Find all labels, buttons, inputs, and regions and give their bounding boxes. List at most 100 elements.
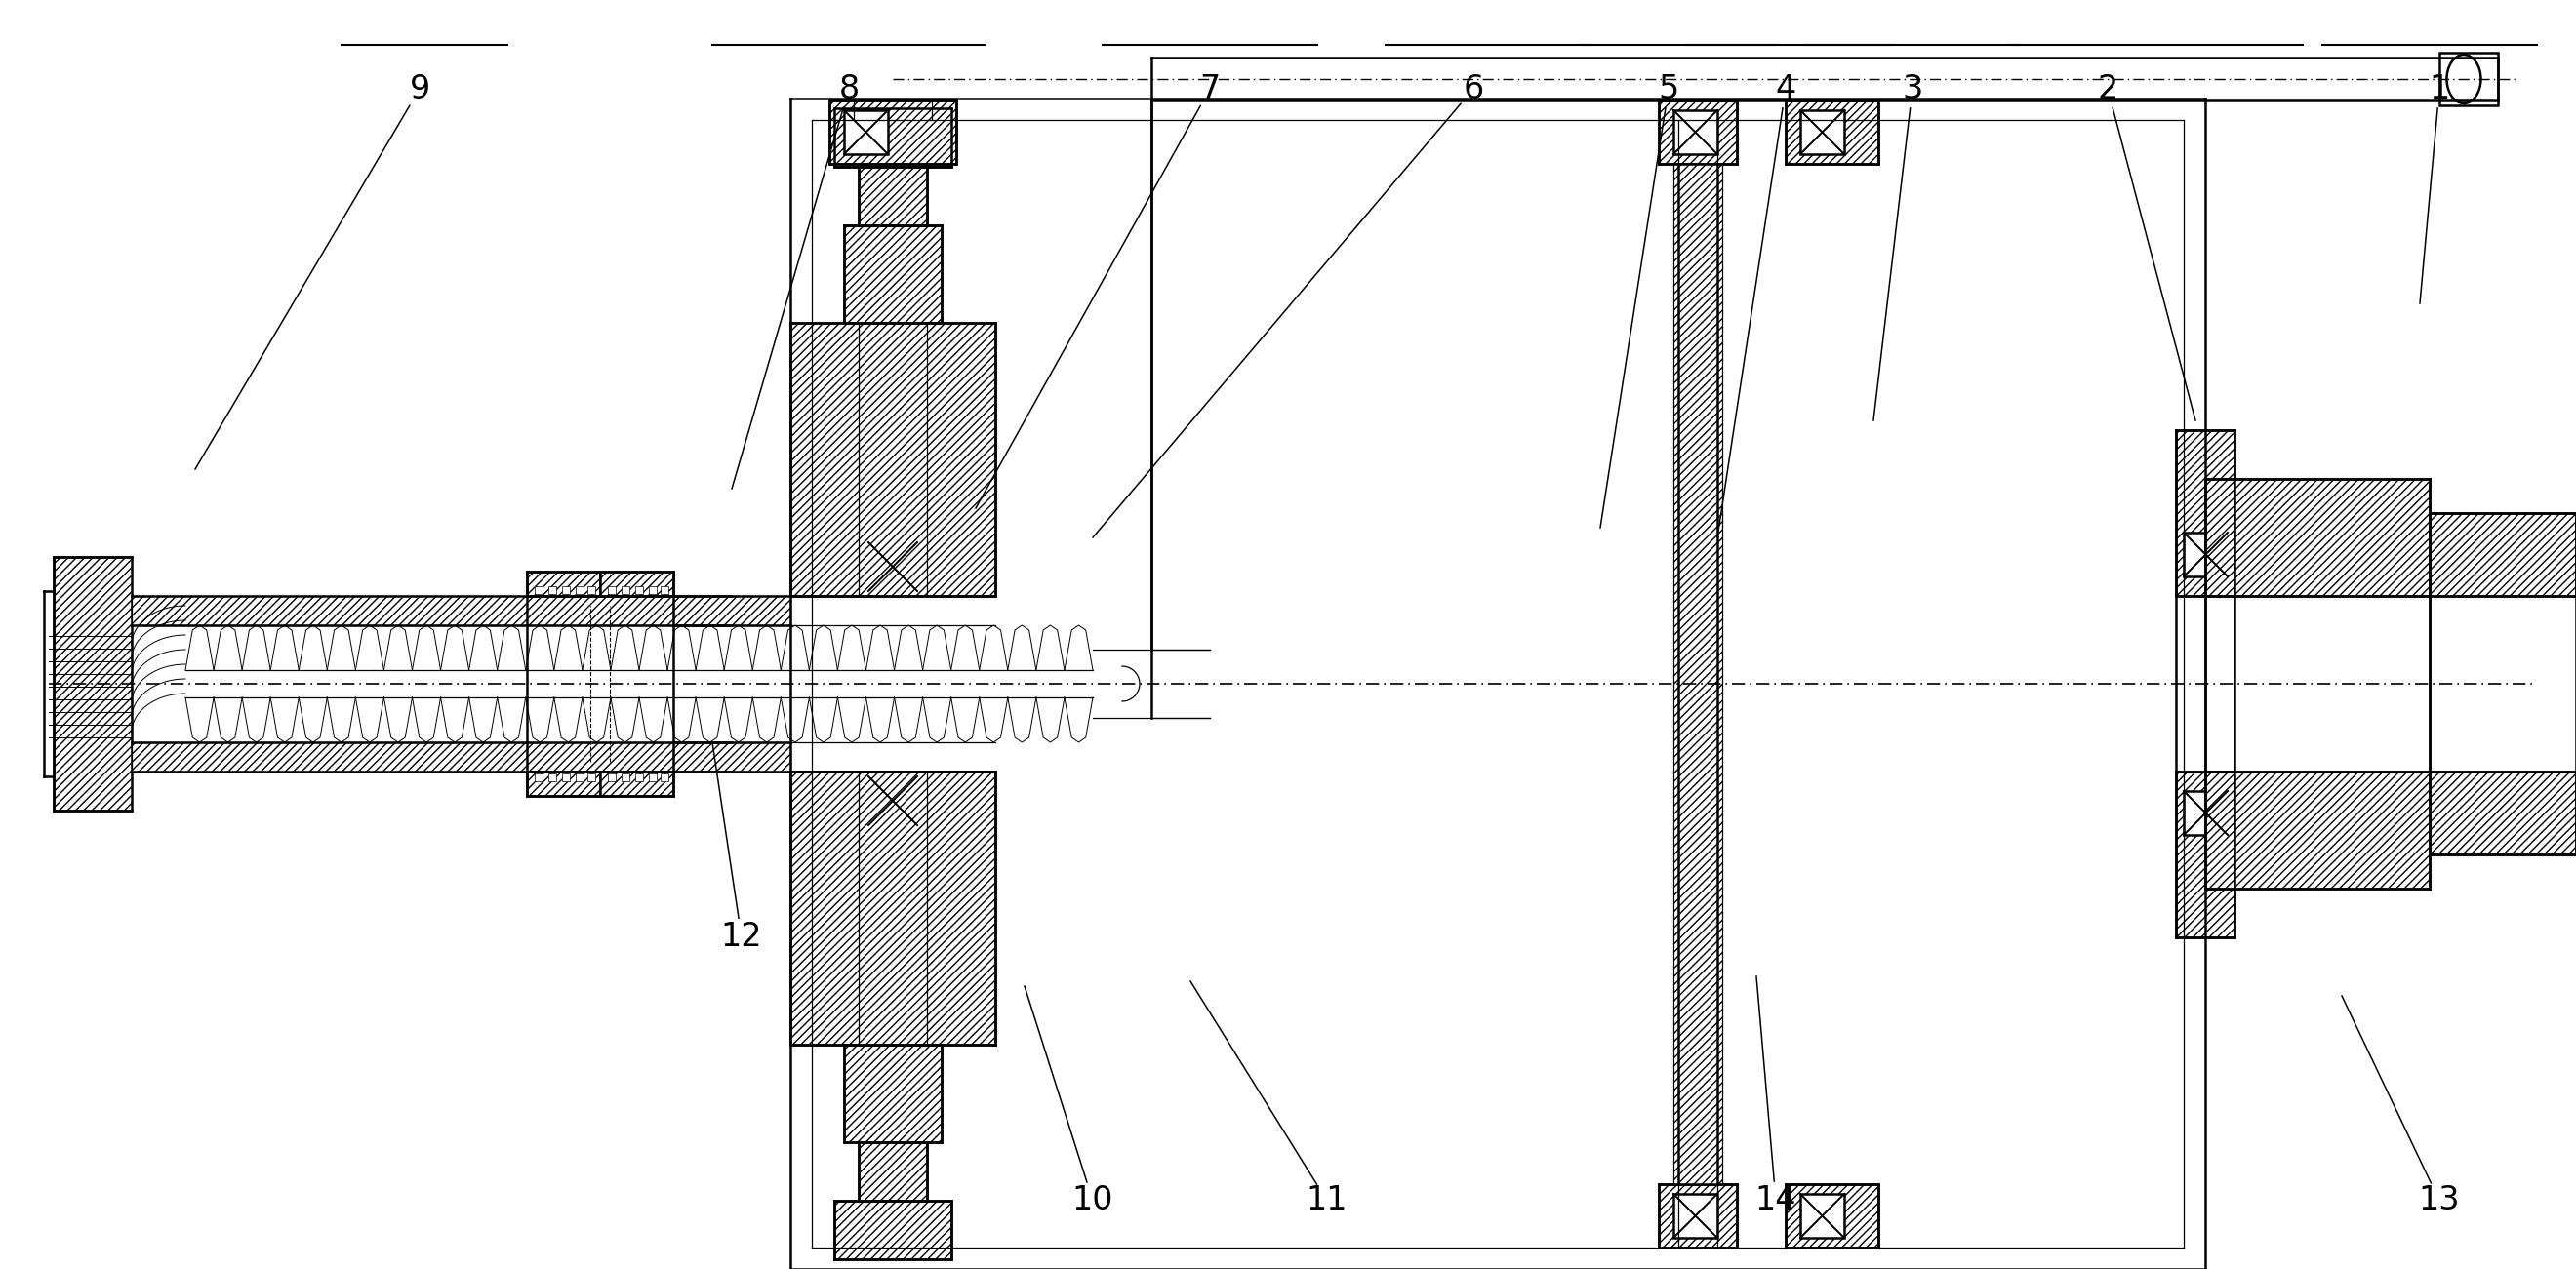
Bar [587,586,595,594]
Bar [528,772,600,796]
Bar [1674,164,1723,1184]
Bar [1674,1194,1718,1237]
Bar [829,100,956,164]
Bar [528,571,600,596]
Text: 9: 9 [410,72,430,105]
Bar [600,772,672,796]
Bar [868,777,917,825]
Bar [659,586,667,594]
Bar [54,557,131,811]
Bar [672,742,791,772]
Bar [2205,772,2429,888]
Bar [600,571,672,596]
Text: 5: 5 [1659,72,1680,105]
Bar [131,742,732,772]
Bar [574,774,585,782]
Text: 10: 10 [1072,1185,1113,1217]
Bar [2177,430,2233,596]
Bar [1659,100,1736,164]
Bar [835,1200,951,1259]
Bar [536,774,544,782]
Bar [858,772,927,1044]
Bar [621,586,629,594]
Bar [536,586,544,594]
Text: 8: 8 [840,72,860,105]
Text: 11: 11 [1306,1185,1347,1217]
Bar [528,571,600,596]
Text: 3: 3 [1901,72,1922,105]
Bar [600,571,672,596]
Bar [2429,772,2576,854]
Bar [2177,772,2233,938]
Bar [845,1044,943,1142]
Bar [587,774,595,782]
Bar [1674,164,1723,1184]
Bar [659,774,667,782]
Bar [2205,772,2429,888]
Bar [1801,110,1844,154]
Text: 6: 6 [1463,72,1484,105]
Bar [845,226,943,322]
Bar [600,772,672,796]
Bar [131,596,732,626]
Bar [2184,791,2228,835]
Bar [858,772,927,1044]
Bar [2429,513,2576,596]
Bar [858,1142,927,1200]
Bar [649,586,657,594]
Bar [2439,53,2499,105]
Bar [845,110,889,154]
Bar [835,108,951,166]
Text: 1: 1 [2429,72,2450,105]
Bar [1659,1184,1736,1247]
Bar [608,774,616,782]
Bar [1801,1194,1844,1237]
Bar [2184,533,2228,576]
Bar [131,596,732,626]
Bar [649,774,657,782]
Text: 13: 13 [2419,1185,2460,1217]
Bar [791,772,994,1044]
Ellipse shape [2447,55,2481,103]
Bar [2177,772,2233,938]
Bar [562,774,569,782]
Bar [835,1200,951,1259]
Bar [528,772,600,796]
Bar [1785,1184,1878,1247]
Bar [1659,100,1736,164]
Bar [2205,478,2429,596]
Bar [858,322,927,596]
Bar [835,108,951,166]
Bar [858,322,927,596]
Text: 4: 4 [1775,72,1795,105]
Bar [791,772,994,1044]
Bar [791,322,994,596]
Bar [1785,1184,1878,1247]
Bar [791,322,994,596]
Bar [858,166,927,226]
Bar [868,542,917,591]
Bar [858,1142,927,1200]
Bar [1674,110,1718,154]
Text: 12: 12 [721,921,762,953]
Bar [608,586,616,594]
Bar [562,586,569,594]
Bar [1785,100,1878,164]
Bar [1785,100,1878,164]
Bar [2177,430,2233,596]
Bar [1659,1184,1736,1247]
Bar [636,586,644,594]
Bar [858,166,927,226]
Bar [672,596,791,626]
Bar [549,586,556,594]
Bar [2429,513,2576,596]
Text: 2: 2 [2097,72,2117,105]
Bar [672,596,791,626]
Text: 14: 14 [1754,1185,1795,1217]
Bar [845,226,943,322]
Bar [54,557,131,811]
Bar [636,774,644,782]
Bar [131,742,732,772]
Bar [2205,478,2429,596]
Bar [621,774,629,782]
